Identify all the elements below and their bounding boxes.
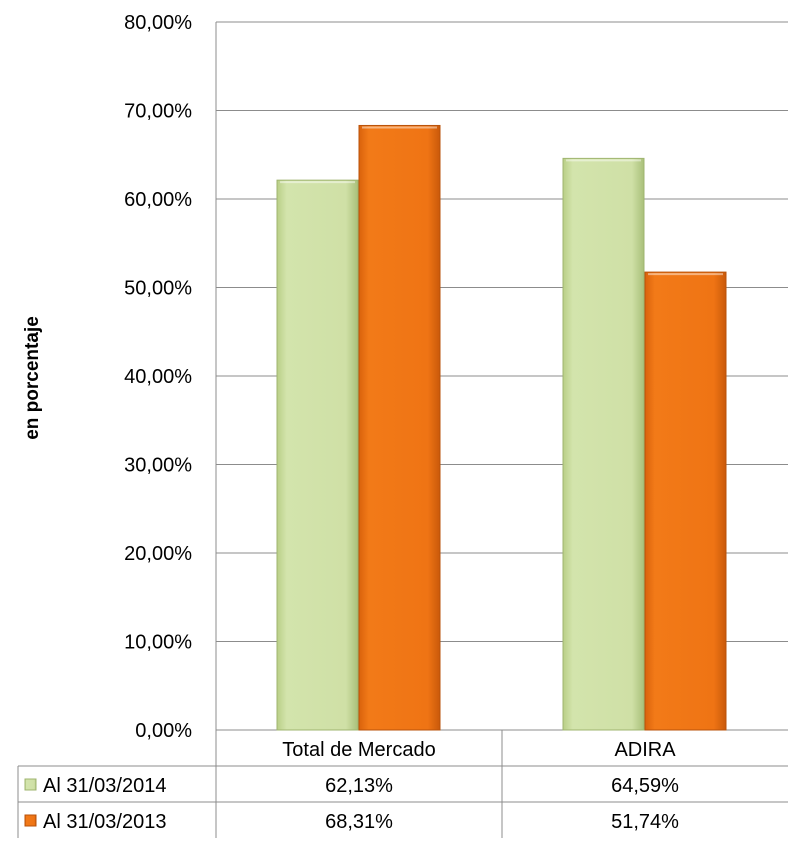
- y-tick-label: 40,00%: [124, 366, 192, 388]
- data-label: 68,31%: [325, 811, 393, 833]
- y-tick-label: 60,00%: [124, 189, 192, 211]
- x-tick-label: ADIRA: [614, 739, 676, 761]
- legend-label: Al 31/03/2013: [43, 811, 166, 833]
- y-tick-label: 50,00%: [124, 278, 192, 300]
- data-table: Total de Mercado ADIRA Al 31/03/2014 62,13%…: [17, 730, 788, 838]
- data-label: 51,74%: [611, 811, 679, 833]
- x-tick-label: Total de Mercado: [282, 739, 435, 761]
- y-tick-label: 20,00%: [124, 543, 192, 565]
- bar-s2014-total-de-mercado: [276, 179, 359, 731]
- bar-s2013-total-de-mercado: [358, 124, 441, 731]
- y-tick-label: 80,00%: [124, 12, 192, 34]
- legend-swatch: [24, 778, 37, 791]
- y-axis: 0,00% 10,00% 20,00% 30,00% 40,00% 50,00% 60,00…: [124, 12, 217, 742]
- y-tick-label: 70,00%: [124, 101, 192, 123]
- legend-label: Al 31/03/2014: [43, 775, 166, 797]
- bar-s2013-adira: [644, 271, 727, 731]
- data-label: 62,13%: [325, 775, 393, 797]
- y-tick-label: 30,00%: [124, 455, 192, 477]
- legend-swatch: [24, 814, 37, 827]
- data-label: 64,59%: [611, 775, 679, 797]
- y-tick-label: 10,00%: [124, 632, 192, 654]
- bars: [276, 124, 727, 731]
- y-axis-label: en porcentaje: [22, 316, 43, 440]
- y-tick-label: 0,00%: [135, 720, 192, 742]
- bar-s2014-adira: [562, 157, 645, 731]
